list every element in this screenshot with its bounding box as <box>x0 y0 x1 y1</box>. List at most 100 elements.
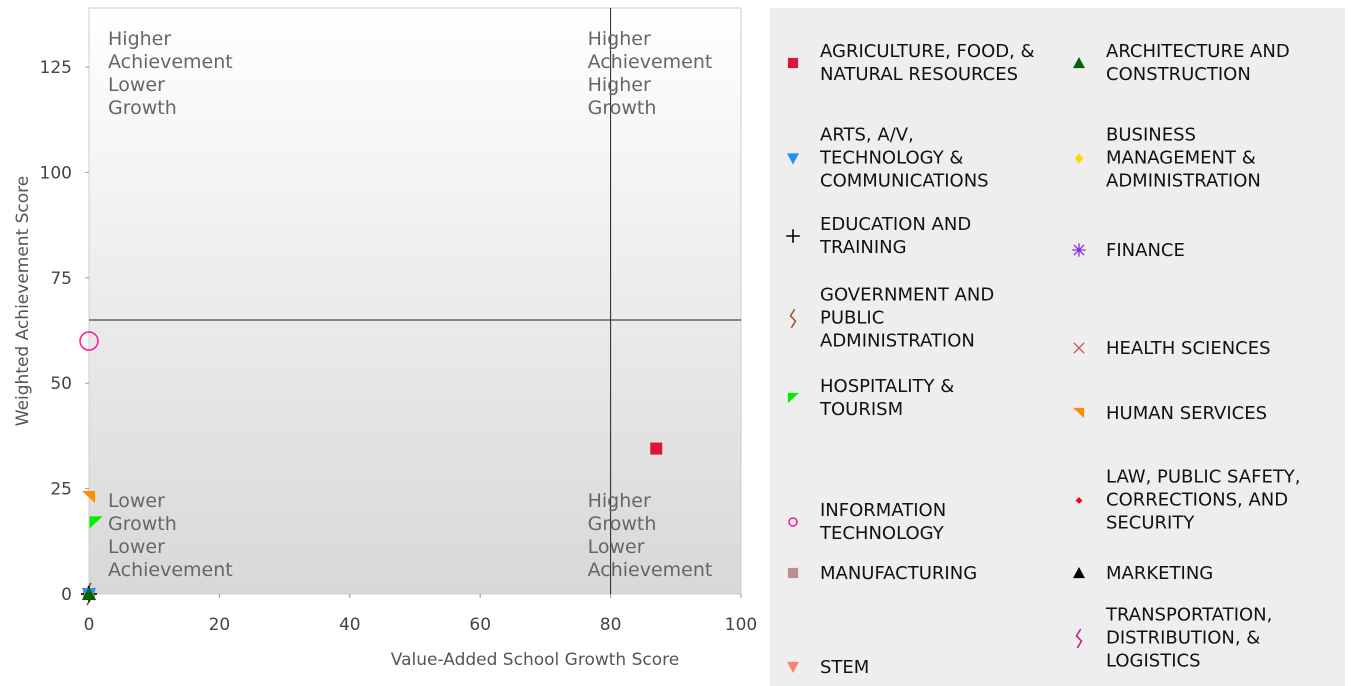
legend-swatch <box>787 57 799 69</box>
legend-label: MARKETING <box>1106 562 1214 584</box>
legend-item: ARTS, A/V, TECHNOLOGY & COMMUNICATIONS <box>780 124 1042 193</box>
marker <box>89 516 103 529</box>
quadrant-label: Growth <box>588 513 657 535</box>
legend-label: ARTS, A/V, TECHNOLOGY & COMMUNICATIONS <box>820 124 989 192</box>
x-tick-label: 40 <box>339 615 361 635</box>
marker <box>1073 57 1085 69</box>
legend-item: HUMAN SERVICES <box>1066 400 1328 426</box>
y-axis-title: Weighted Achievement Score <box>13 176 33 427</box>
marker <box>789 308 797 328</box>
marker <box>787 392 799 404</box>
y-tick-label: 25 <box>50 480 72 500</box>
legend-swatch <box>1075 628 1083 648</box>
legend-item: HOSPITALITY & TOURISM <box>780 375 1042 421</box>
quadrant-label: Higher <box>108 28 171 50</box>
quadrant-label: Higher <box>588 74 651 96</box>
legend-item: BUSINESS MANAGEMENT & ADMINISTRATION <box>1066 124 1328 193</box>
legend-item: MANUFACTURING <box>780 560 1042 586</box>
legend-label: HEALTH SCIENCES <box>1106 337 1271 359</box>
legend-label: TRANSPORTATION, DISTRIBUTION, & LOGISTIC… <box>1106 604 1273 672</box>
legend-item: INFORMATION TECHNOLOGY <box>780 499 1042 545</box>
legend-swatch <box>787 661 799 673</box>
legend-item: AGRICULTURE, FOOD, & NATURAL RESOURCES <box>780 40 1042 86</box>
y-tick-label: 75 <box>50 269 72 289</box>
legend-swatch <box>1072 243 1086 257</box>
legend-label: FINANCE <box>1106 239 1185 261</box>
legend-label: INFORMATION TECHNOLOGY <box>820 500 947 544</box>
marker <box>787 152 799 164</box>
quadrant-label: Achievement <box>588 559 713 581</box>
quadrant-label: Lower <box>108 536 165 558</box>
quadrant-label: Higher <box>588 28 651 50</box>
x-axis-title: Value-Added School Growth Score <box>391 650 679 670</box>
legend-swatch <box>788 517 798 527</box>
quadrant-label: Higher <box>588 490 651 512</box>
marker <box>1074 152 1084 164</box>
legend-item: FINANCE <box>1066 237 1328 263</box>
marker <box>787 57 799 69</box>
quadrant-label: Achievement <box>108 51 233 73</box>
marker <box>650 442 663 455</box>
x-tick-label: 20 <box>209 615 231 635</box>
legend-swatch <box>1073 57 1085 69</box>
legend-item: MARKETING <box>1066 560 1328 586</box>
legend-label: LAW, PUBLIC SAFETY, CORRECTIONS, AND SEC… <box>1106 466 1301 534</box>
quadrant-label: Lower <box>108 490 165 512</box>
x-tick-label: 100 <box>725 615 757 635</box>
legend-label: HUMAN SERVICES <box>1106 402 1268 424</box>
legend-swatch <box>1073 407 1085 419</box>
marker <box>1073 407 1085 419</box>
legend-item: GOVERNMENT AND PUBLIC ADMINISTRATION <box>780 284 1042 353</box>
marker <box>1075 628 1083 648</box>
marker <box>82 491 95 504</box>
legend-swatch <box>789 308 797 328</box>
legend-label: MANUFACTURING <box>820 562 978 584</box>
y-tick-label: 0 <box>61 585 72 605</box>
legend: AGRICULTURE, FOOD, & NATURAL RESOURCES AR… <box>770 8 1345 686</box>
legend-label: ARCHITECTURE AND CONSTRUCTION <box>1106 41 1290 85</box>
legend-swatch <box>1073 567 1085 579</box>
marker <box>1072 243 1086 257</box>
legend-item: STEM <box>780 654 1042 680</box>
marker <box>1075 496 1083 504</box>
legend-swatch <box>1075 496 1083 504</box>
marker <box>788 517 798 527</box>
legend-label: STEM <box>820 656 870 678</box>
legend-label: BUSINESS MANAGEMENT & ADMINISTRATION <box>1106 124 1261 192</box>
marker <box>82 587 96 600</box>
y-tick-label: 125 <box>40 58 72 78</box>
marker <box>787 661 799 673</box>
y-tick-label: 50 <box>50 374 72 394</box>
legend-swatch <box>1074 152 1084 164</box>
quadrant-label: Lower <box>588 536 645 558</box>
legend-label: GOVERNMENT AND PUBLIC ADMINISTRATION <box>820 284 995 352</box>
marker <box>786 229 800 243</box>
legend-swatch <box>1073 342 1085 354</box>
legend-label: HOSPITALITY & TOURISM <box>820 376 955 420</box>
x-tick-label: 0 <box>84 615 95 635</box>
marker <box>1073 567 1085 579</box>
y-tick-label: 100 <box>40 163 72 183</box>
legend-swatch <box>787 152 799 164</box>
marker <box>1073 342 1085 354</box>
plot-area <box>88 7 742 595</box>
legend-item: EDUCATION AND TRAINING <box>780 213 1042 259</box>
legend-swatch <box>787 567 799 579</box>
marker <box>787 567 799 579</box>
quadrant-label: Growth <box>588 97 657 119</box>
x-tick-label: 60 <box>469 615 491 635</box>
legend-item: TRANSPORTATION, DISTRIBUTION, & LOGISTIC… <box>1066 604 1328 673</box>
quadrant-label: Achievement <box>108 559 233 581</box>
marker <box>79 331 99 351</box>
quadrant-label: Achievement <box>588 51 713 73</box>
quadrant-label: Growth <box>108 97 177 119</box>
legend-label: AGRICULTURE, FOOD, & NATURAL RESOURCES <box>820 41 1035 85</box>
legend-swatch <box>786 229 800 243</box>
legend-swatch <box>787 392 799 404</box>
legend-item: HEALTH SCIENCES <box>1066 335 1328 361</box>
legend-item: ARCHITECTURE AND CONSTRUCTION <box>1066 40 1328 86</box>
chart: Value-Added School Growth Score Weighted… <box>13 7 757 670</box>
quadrant-label: Growth <box>108 513 177 535</box>
x-tick-label: 80 <box>600 615 622 635</box>
